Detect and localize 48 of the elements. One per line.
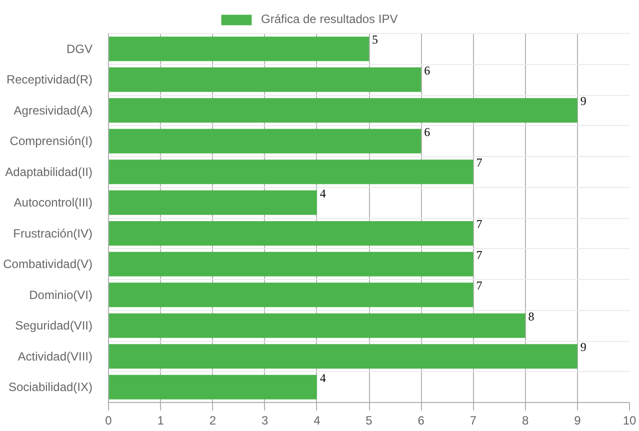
- legend-label: Gráfica de resultados IPV: [261, 12, 398, 26]
- data-label: 6: [424, 63, 430, 78]
- data-label: 4: [320, 370, 326, 385]
- y-tick-label: Seguridad(VII): [15, 318, 93, 333]
- x-tick-label: 5: [366, 414, 373, 428]
- y-tick-label: Dominio(VI): [29, 288, 93, 302]
- y-tick-label: Actividad(VIII): [18, 349, 93, 364]
- data-label: 4: [320, 186, 326, 200]
- bar: [108, 190, 317, 215]
- y-tick-label: Sociabilidad(IX): [8, 380, 93, 394]
- x-tick-label: 8: [522, 414, 529, 428]
- data-label: 7: [476, 156, 482, 170]
- x-tick-label: 6: [418, 414, 425, 428]
- y-tick-label: Comprensión(I): [10, 134, 93, 148]
- bar: [108, 313, 526, 338]
- bar: [108, 374, 317, 400]
- data-label: 7: [476, 248, 482, 262]
- x-tick-label: 2: [209, 414, 216, 428]
- y-tick-label: Autocontrol(III): [14, 196, 93, 210]
- x-tick-label: 0: [105, 414, 112, 428]
- data-label: 6: [424, 124, 430, 139]
- x-tick-label: 3: [261, 414, 268, 428]
- data-label: 7: [476, 217, 482, 232]
- x-tick-label: 10: [622, 414, 636, 428]
- bar: [108, 98, 578, 123]
- y-tick-label: Frustración(IV): [13, 226, 93, 240]
- data-label: 5: [372, 32, 378, 47]
- bar: [108, 344, 578, 369]
- data-label: 7: [476, 278, 482, 293]
- x-tick-label: 1: [157, 414, 164, 428]
- bar: [108, 221, 474, 246]
- x-tick-label: 4: [314, 414, 321, 428]
- y-tick-label: Adaptabilidad(II): [5, 164, 93, 179]
- data-label: 9: [580, 340, 586, 354]
- data-label: 8: [528, 309, 534, 324]
- bar: [108, 67, 422, 92]
- bar: [108, 252, 474, 276]
- y-tick-label: Receptividad(R): [6, 72, 93, 87]
- bar: [108, 36, 369, 62]
- bar: [108, 160, 474, 184]
- x-tick-label: 7: [470, 414, 477, 428]
- y-tick-label: Agresividad(A): [14, 103, 93, 118]
- bar: [108, 282, 474, 308]
- y-tick-label: DGV: [66, 42, 93, 56]
- x-tick-label: 9: [574, 414, 582, 428]
- data-label: 9: [580, 94, 586, 108]
- bar: [108, 128, 422, 154]
- y-tick-label: Combatividad(V): [3, 257, 93, 272]
